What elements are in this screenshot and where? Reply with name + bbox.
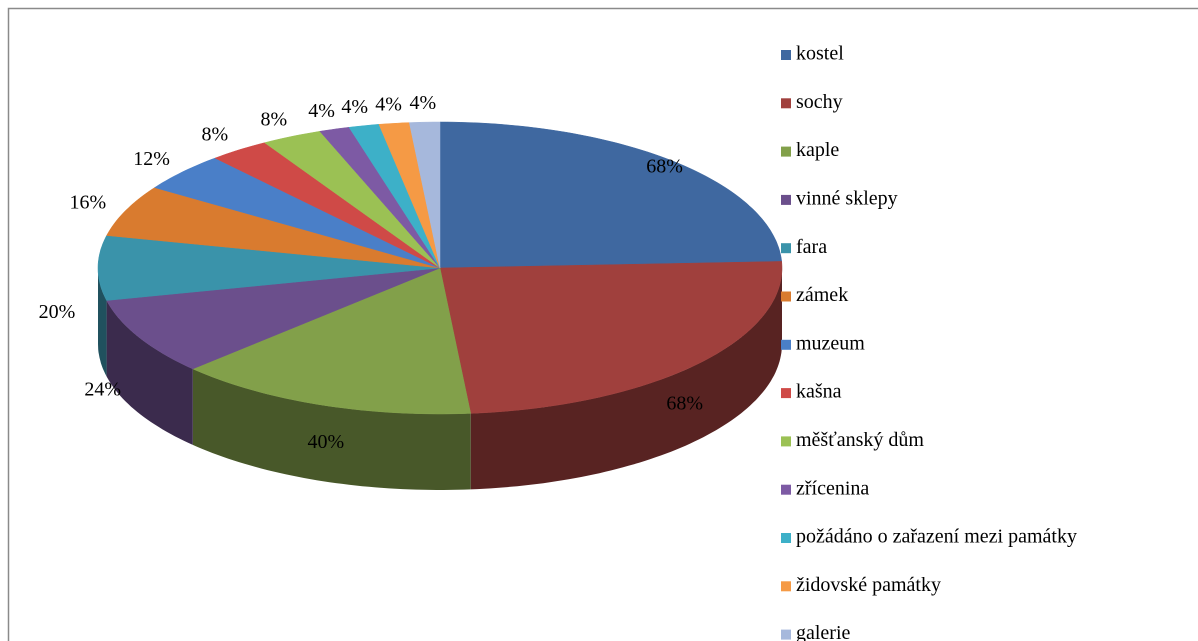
data-label: 4% bbox=[375, 94, 402, 116]
data-label: 4% bbox=[341, 96, 368, 118]
pie-slice bbox=[106, 267, 441, 370]
legend-swatch bbox=[781, 436, 791, 447]
legend-swatch bbox=[781, 146, 791, 157]
legend-label: galerie bbox=[796, 622, 851, 641]
data-label: 40% bbox=[308, 431, 345, 453]
pie-slice bbox=[154, 157, 441, 269]
pie-slice bbox=[378, 122, 441, 269]
pie-slice bbox=[214, 142, 441, 269]
legend-label: kostel bbox=[796, 43, 844, 65]
pie-slice-side bbox=[106, 300, 193, 445]
legend-label: požádáno o zařazení mezi památky bbox=[796, 526, 1077, 548]
legend-swatch bbox=[781, 98, 791, 109]
legend-label: kaple bbox=[796, 139, 839, 161]
pie-slice bbox=[97, 235, 441, 301]
data-label: 16% bbox=[69, 191, 106, 213]
pie-slice bbox=[192, 267, 472, 415]
legend-label: fara bbox=[796, 236, 827, 258]
legend-label: zámek bbox=[796, 284, 848, 306]
legend-swatch bbox=[781, 484, 791, 495]
pie-slice bbox=[348, 124, 441, 269]
pie-slice-side bbox=[470, 268, 782, 490]
pie-slice bbox=[439, 261, 783, 414]
legend-label: židovské památky bbox=[796, 574, 941, 596]
legend-label: vinné sklepy bbox=[796, 187, 898, 209]
legend-label: zřícenina bbox=[796, 477, 869, 499]
legend-label: muzeum bbox=[796, 332, 865, 354]
pie-slice bbox=[319, 127, 441, 269]
data-label: 68% bbox=[666, 392, 703, 414]
pie-slice bbox=[408, 121, 441, 269]
legend-label: sochy bbox=[796, 91, 843, 113]
data-label: 8% bbox=[202, 123, 229, 145]
legend-swatch bbox=[781, 291, 791, 302]
legend-swatch bbox=[781, 194, 791, 205]
pie-slice bbox=[264, 131, 441, 269]
legend-swatch bbox=[781, 581, 791, 592]
pie-slice bbox=[106, 187, 441, 269]
data-label: 12% bbox=[133, 148, 170, 170]
data-label: 4% bbox=[308, 100, 335, 122]
legend-label: měšťanský dům bbox=[796, 429, 924, 451]
legend-label: kašna bbox=[796, 381, 842, 403]
data-label: 8% bbox=[260, 108, 287, 130]
data-label: 68% bbox=[646, 155, 683, 177]
data-label: 24% bbox=[84, 379, 121, 401]
legend-swatch bbox=[781, 388, 791, 399]
legend-swatch bbox=[781, 533, 791, 543]
pie-slice-side bbox=[192, 368, 471, 490]
legend-swatch bbox=[781, 629, 791, 640]
legend-swatch bbox=[781, 50, 791, 60]
pie-slice-side bbox=[98, 268, 107, 377]
legend-swatch bbox=[781, 243, 791, 254]
pie-slice bbox=[439, 121, 782, 269]
data-label: 4% bbox=[409, 92, 436, 114]
legend-swatch bbox=[781, 339, 791, 350]
data-label: 20% bbox=[39, 301, 76, 323]
